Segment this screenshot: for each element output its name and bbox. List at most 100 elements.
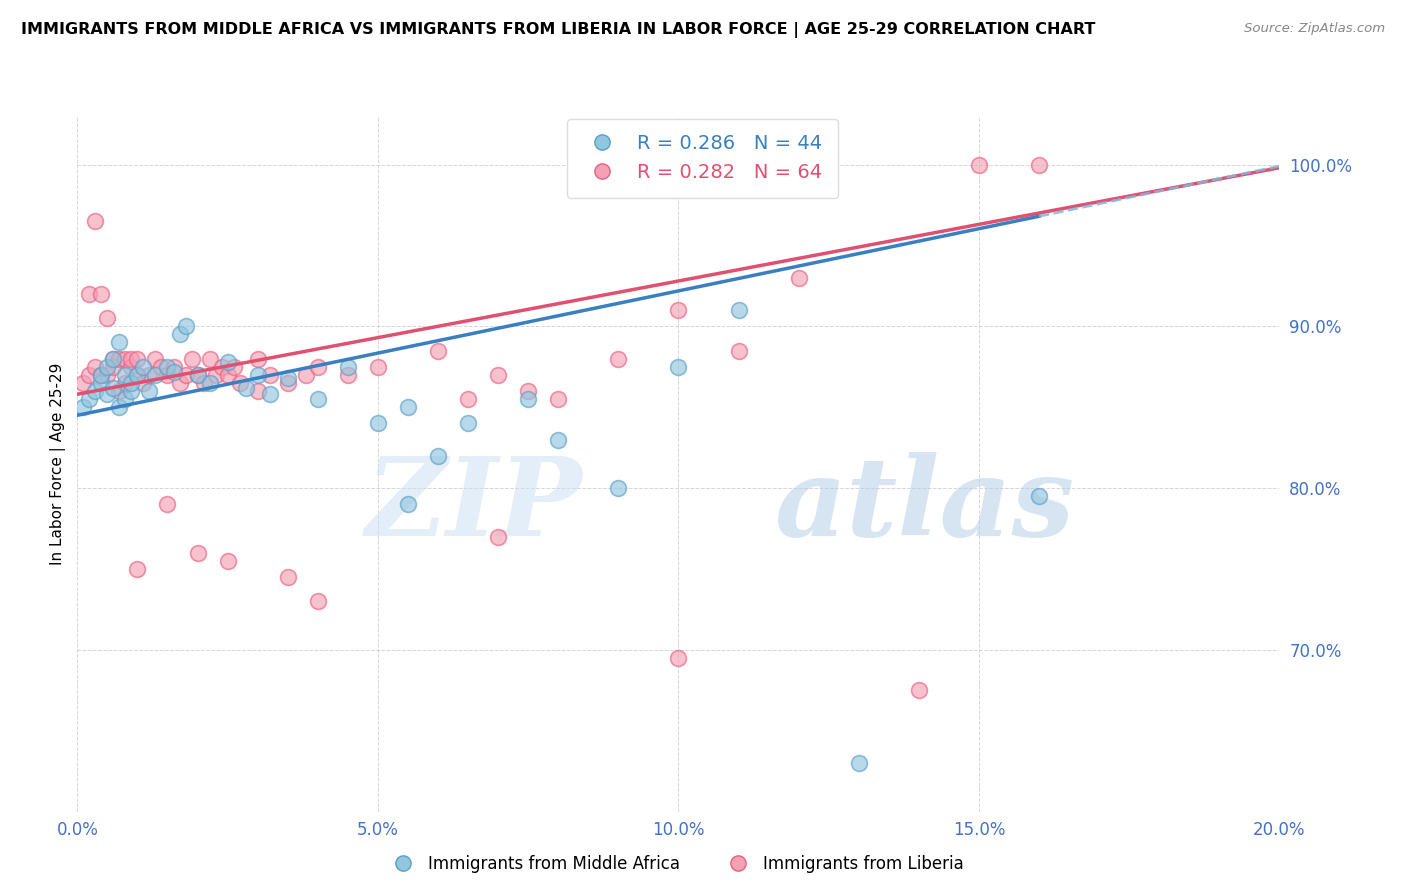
Point [198,351,221,366]
Point [138,384,160,398]
Point [246,384,269,398]
Point [108,401,131,415]
Point [1028,489,1050,503]
Point [90,368,112,382]
Point [186,368,209,382]
Point [211,359,233,374]
Point [180,351,202,366]
Point [79,287,101,301]
Point [120,359,142,374]
Point [204,368,226,382]
Point [114,392,136,406]
Point [103,381,125,395]
Point [127,368,149,382]
Point [668,303,690,318]
Point [96,311,118,326]
Point [90,376,112,390]
Point [547,392,569,406]
Point [169,327,191,342]
Point [156,368,179,382]
Point [427,343,450,358]
Point [127,368,149,382]
Point [132,376,155,390]
Point [396,497,419,511]
Point [72,376,94,390]
Point [235,381,257,395]
Point [336,359,359,374]
Point [367,359,389,374]
Point [427,449,450,463]
Point [486,368,509,382]
Point [145,351,167,366]
Point [486,530,509,544]
Point [90,287,112,301]
Point [547,433,569,447]
Legend: R = 0.286   N = 44, R = 0.282   N = 64: R = 0.286 N = 44, R = 0.282 N = 64 [567,119,838,197]
Point [114,351,136,366]
Point [174,368,197,382]
Point [457,417,479,431]
Point [108,384,131,398]
Point [138,368,160,382]
Point [150,359,173,374]
Point [84,359,107,374]
Point [848,756,870,771]
Point [103,351,125,366]
Point [967,157,990,171]
Point [217,368,239,382]
Point [162,365,184,379]
Point [96,387,118,401]
Legend: Immigrants from Middle Africa, Immigrants from Liberia: Immigrants from Middle Africa, Immigrant… [380,848,970,880]
Point [246,368,269,382]
Point [145,368,167,382]
Point [103,351,125,366]
Point [193,376,215,390]
Point [132,359,155,374]
Point [79,368,101,382]
Point [127,562,149,576]
Point [727,303,749,318]
Point [186,546,209,560]
Point [72,401,94,415]
Point [169,376,191,390]
Point [277,371,299,385]
Point [114,368,136,382]
Point [246,351,269,366]
Point [517,392,540,406]
Point [517,384,540,398]
Point [156,359,179,374]
Point [259,368,281,382]
Point [217,554,239,568]
Point [96,359,118,374]
Point [108,335,131,350]
Point [174,319,197,334]
Y-axis label: In Labor Force | Age 25-29: In Labor Force | Age 25-29 [51,363,66,565]
Point [114,376,136,390]
Point [307,359,329,374]
Point [294,368,316,382]
Point [90,368,112,382]
Point [396,401,419,415]
Point [727,343,749,358]
Point [668,651,690,665]
Point [908,683,931,698]
Point [259,387,281,401]
Point [127,351,149,366]
Point [668,359,690,374]
Point [307,594,329,608]
Point [457,392,479,406]
Point [103,359,125,374]
Point [607,481,630,495]
Point [336,368,359,382]
Point [228,376,250,390]
Point [222,359,245,374]
Point [367,417,389,431]
Point [156,497,179,511]
Point [108,351,131,366]
Point [79,392,101,406]
Point [277,376,299,390]
Point [84,384,107,398]
Point [1028,157,1050,171]
Point [277,570,299,584]
Point [84,214,107,228]
